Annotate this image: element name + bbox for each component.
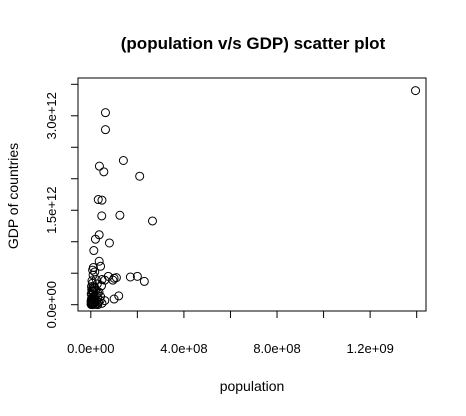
data-point [94,256,104,266]
data-point [99,167,109,177]
data-point [97,298,107,308]
data-point [90,299,100,309]
data-point [96,261,106,271]
x-tick-label: 8.0e+08 [253,341,300,356]
plot-area-border [77,77,427,312]
data-point [88,265,98,275]
data-point [94,161,104,171]
chart-title: (population v/s GDP) scatter plot [121,34,386,53]
y-tick-label: 1.5e+12 [44,187,59,234]
x-tick-label: 0.0e+00 [67,341,114,356]
data-point [115,210,125,220]
data-point [114,291,124,301]
data-point [125,272,135,282]
data-point [118,155,128,165]
data-point [132,271,142,281]
data-point [100,296,110,306]
data-point [411,86,421,96]
data-point [147,216,157,226]
x-tick-label: 1.2e+09 [346,341,393,356]
data-point [109,273,119,283]
x-axis-label: population [220,378,285,394]
data-point [135,171,145,181]
x-tick-label: 4.0e+08 [160,341,207,356]
data-point [104,238,114,248]
data-point [93,195,103,205]
y-tick-label: 3.0e+12 [44,92,59,139]
y-axis-label: GDP of countries [5,143,21,249]
data-points [86,86,421,310]
y-axis: 0.0e+00 1.5e+12 3.0e+12 [44,83,78,328]
y-tick-label: 0.0e+00 [44,281,59,328]
data-point [90,234,100,244]
data-point [97,211,107,221]
data-point [100,125,110,135]
data-point [109,294,119,304]
data-point [97,195,107,205]
data-point [108,275,118,285]
x-axis: 0.0e+00 4.0e+08 8.0e+08 1.2e+09 [67,311,418,356]
data-point [97,281,107,291]
data-point [139,276,149,286]
data-point [88,300,98,310]
data-point [93,300,103,310]
data-point [89,246,99,256]
data-point [100,108,110,118]
